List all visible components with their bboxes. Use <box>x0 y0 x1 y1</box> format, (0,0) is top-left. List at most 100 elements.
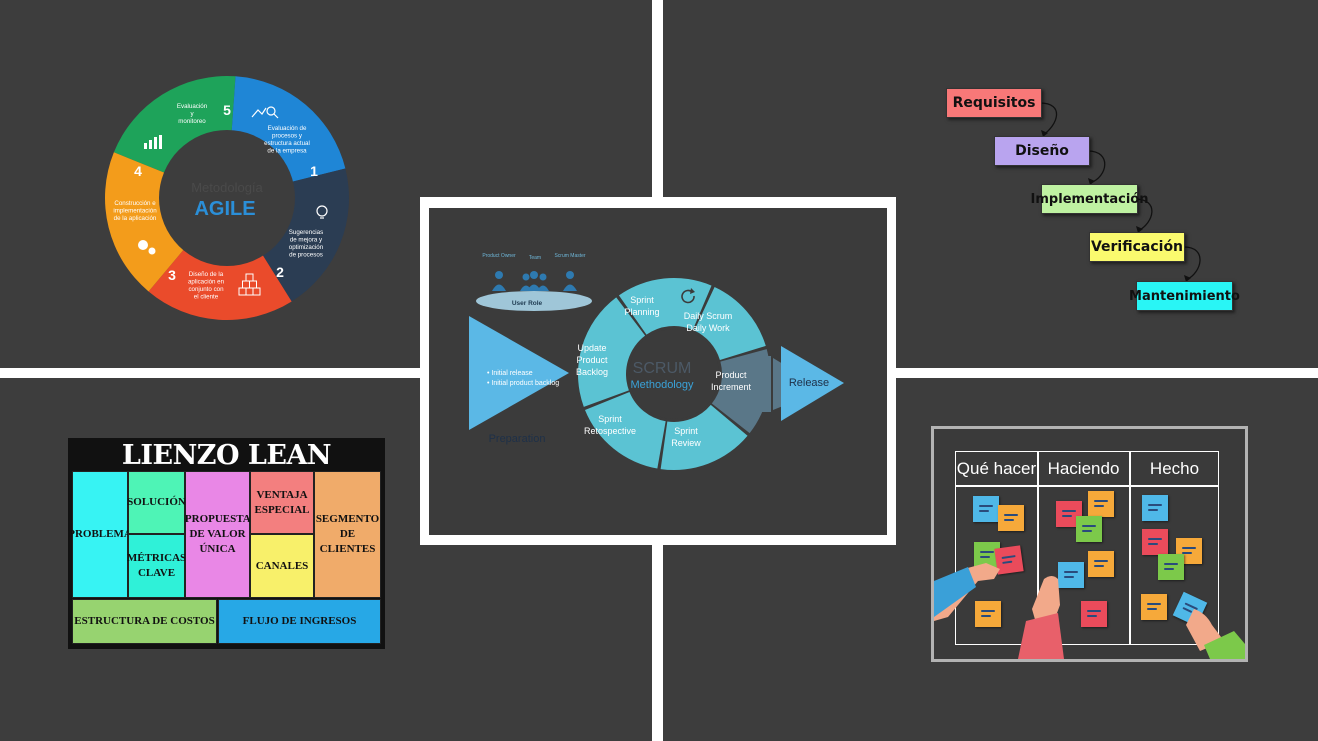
scrum-segment <box>711 349 770 434</box>
lean-cell-solucion: SOLUCIÓN <box>127 471 186 534</box>
sticky-note <box>1142 529 1168 555</box>
sticky-note <box>1081 601 1107 627</box>
agile-step-label: de mejora y <box>290 237 323 244</box>
agile-step-label: procesos y <box>272 133 303 140</box>
lean-cell-canales: CANALES <box>250 534 314 598</box>
scrum-segment-label: Retospective <box>584 426 636 436</box>
lean-cell-costos: ESTRUCTURA DE COSTOS <box>72 599 217 644</box>
lean-canvas: LIENZO LEAN CANVAS PROBLEMA SOLUCIÓN MÉT… <box>68 438 385 649</box>
kanban-col-line-2 <box>1129 451 1131 645</box>
scrum-segment <box>618 278 712 335</box>
agile-step-label: Construcción e <box>114 200 156 207</box>
role-product-owner: Product Owner <box>482 253 516 259</box>
agile-step-label: conjunto con <box>188 286 224 293</box>
agile-step-label: y <box>190 111 194 118</box>
sticky-note <box>1158 554 1184 580</box>
agile-step-label: el cliente <box>194 294 219 301</box>
waterfall-connectors <box>1039 102 1201 282</box>
sticky-note <box>1088 551 1114 577</box>
agile-step-label: de la empresa <box>267 148 307 155</box>
role-scrum-master: Scrum Master <box>554 253 585 259</box>
release-arrow <box>781 346 844 421</box>
agile-step-label: de la aplicación <box>114 215 157 222</box>
scrum-segment-label: Increment <box>711 382 752 392</box>
waterfall-step-mantenimiento: Mantenimiento <box>1129 281 1240 311</box>
agile-step-number: 5 <box>223 102 231 118</box>
lean-cell-propuesta: PROPUESTA DE VALOR ÚNICA <box>185 471 251 598</box>
agile-step-label: de procesos <box>289 252 323 259</box>
scrum-segment-label: Backlog <box>576 367 608 377</box>
scrum-segment-label: Daily Work <box>686 323 730 333</box>
preparation-arrow <box>469 316 569 430</box>
lean-cell-ventaja: VENTAJA ESPECIAL <box>250 471 314 534</box>
kanban-grid <box>955 451 1219 645</box>
agile-step-number: 2 <box>276 264 284 280</box>
lean-cell-problema: PROBLEMA <box>68 471 132 598</box>
sticky-note <box>975 601 1001 627</box>
agile-step-label: implementación <box>113 208 157 215</box>
scrum-segment-label: Product <box>576 355 608 365</box>
agile-cycle-diagram: Metodología AGILE 1 Evaluación deprocesos… <box>104 76 349 320</box>
agile-step-label: Evaluación <box>177 103 208 110</box>
user-role-ellipse <box>476 291 592 311</box>
sticky-note <box>1142 495 1168 521</box>
agile-step-label: monitoreo <box>178 118 206 125</box>
lightbulb-icon <box>316 205 328 219</box>
hands-illustration <box>934 563 1245 659</box>
kanban-col-line-1 <box>1037 451 1039 645</box>
sticky-note <box>1058 562 1084 588</box>
agile-step-label: Sugerencias <box>289 229 323 236</box>
scrum-title: SCRUM <box>633 360 692 377</box>
release-chevron-2 <box>773 358 783 410</box>
agile-step-number: 4 <box>134 163 142 179</box>
magnifier-icon <box>251 106 279 119</box>
scrum-subtitle: Methodology <box>631 379 694 391</box>
gears-icon <box>138 240 156 255</box>
sticky-note <box>1076 516 1102 542</box>
kanban-col-hecho: Hecho <box>1149 459 1200 478</box>
chart-icon <box>144 135 162 149</box>
scrum-segment <box>584 391 666 469</box>
kanban-col-haciendo: Haciendo <box>1047 459 1120 478</box>
divider-vertical-bottom <box>652 545 663 741</box>
agile-step-label: estructura actual <box>264 140 310 147</box>
refresh-icon <box>681 288 695 304</box>
divider-horizontal-left <box>0 368 420 378</box>
lean-cell-segmento: SEGMENTO DE CLIENTES <box>314 471 381 598</box>
scrum-segment-label: Update <box>577 343 606 353</box>
kanban-board: Qué hacer Haciendo Hecho <box>931 426 1248 662</box>
scrum-segment-label: Daily Scrum <box>684 311 733 321</box>
scrum-segment-label: Product <box>715 370 747 380</box>
scrum-segment-label: Sprint <box>674 426 698 436</box>
waterfall-step-implementacion: Implementación <box>1031 184 1148 214</box>
blocks-icon <box>238 273 261 296</box>
scrum-segment-label: Sprint <box>598 414 622 424</box>
agile-step-label: optimización <box>289 244 324 251</box>
kanban-col-que-hacer: Qué hacer <box>956 459 1037 478</box>
sticky-note <box>1088 491 1114 517</box>
release-label: Release <box>789 377 829 389</box>
agile-step-number: 1 <box>310 163 318 179</box>
kanban-header-line <box>955 485 1219 487</box>
lean-cell-ingresos: FLUJO DE INGRESOS <box>218 599 381 644</box>
waterfall-step-requisitos: Requisitos <box>946 88 1042 118</box>
scrum-segment <box>694 286 766 360</box>
divider-horizontal-right <box>896 368 1318 378</box>
divider-vertical-top <box>652 0 663 197</box>
agile-segment-3 <box>261 168 349 302</box>
agile-segment-4 <box>148 248 292 320</box>
scrum-segment <box>578 297 646 407</box>
scrum-segment-label: Review <box>671 438 701 448</box>
agile-segment-5 <box>104 152 185 292</box>
scrum-panel: Product Owner Team Scrum Master User Rol… <box>420 197 896 545</box>
agile-step-label: Evaluación de <box>268 125 307 132</box>
sticky-note <box>1141 594 1167 620</box>
preparation-item-2: • Initial product backlog <box>487 380 559 387</box>
scrum-segment-label: Sprint <box>630 295 654 305</box>
release-chevron-1 <box>761 356 771 412</box>
scrum-segment <box>660 404 748 470</box>
agile-segment-2 <box>231 76 346 183</box>
user-role-people-icon <box>492 271 577 291</box>
lean-cell-metricas: MÉTRICAS CLAVE <box>127 534 186 598</box>
agile-center-small: Metodología <box>191 180 263 195</box>
